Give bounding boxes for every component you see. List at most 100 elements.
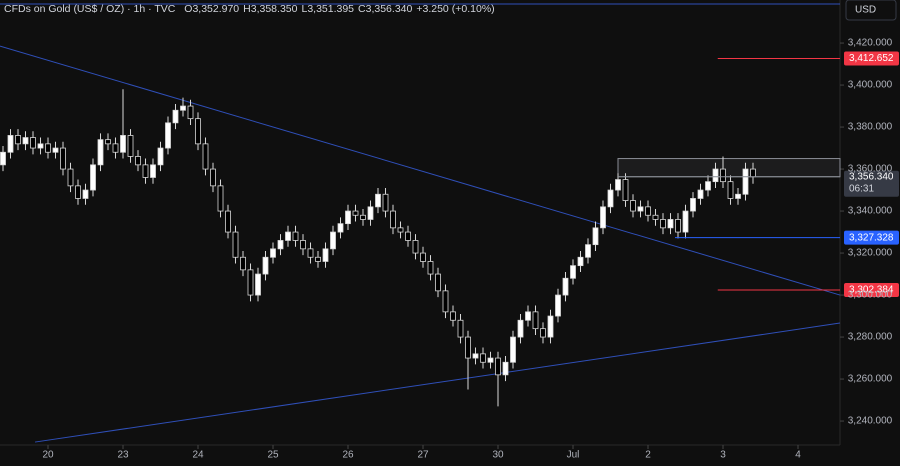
- candle-body: [292, 231, 299, 241]
- candle-body: [187, 105, 194, 120]
- trend-line: [0, 45, 841, 296]
- x-tick-label: 27: [417, 450, 429, 461]
- price-tag: [844, 51, 899, 66]
- symbol: CFDs on Gold (US$ / OZ) · 1h · TVC: [4, 3, 176, 15]
- candle-body: [622, 179, 629, 201]
- candle-body: [525, 311, 531, 321]
- candle-body: [195, 118, 201, 145]
- ohlc-name: L: [301, 3, 307, 15]
- candle-body: [712, 168, 719, 183]
- candle-body: [255, 273, 261, 296]
- candle-body: [660, 219, 666, 229]
- candle-body: [540, 328, 546, 338]
- candle-body: [705, 181, 711, 191]
- candle-body: [645, 206, 651, 216]
- ohlc-value: 3,352.970: [192, 3, 239, 15]
- price-tag-label: 3,412.652: [849, 53, 894, 64]
- candle-body: [300, 240, 306, 250]
- candle-body: [727, 181, 734, 199]
- price-tag: [844, 230, 899, 245]
- x-tick-label: 24: [192, 450, 204, 461]
- candle-body: [127, 135, 134, 157]
- candle-body: [285, 231, 291, 241]
- candle-body: [120, 135, 126, 153]
- candle-body: [382, 193, 389, 212]
- candle-body: [277, 240, 284, 250]
- x-tick-label: 30: [492, 450, 504, 461]
- candle-body: [405, 231, 411, 241]
- plot-area: [0, 3, 844, 449]
- header: CFDs on Gold (US$ / OZ) · 1h · TVC O3,35…: [4, 3, 495, 15]
- candle-body: [697, 189, 704, 199]
- candle-body: [172, 109, 179, 124]
- candle-body: [675, 219, 681, 233]
- y-tick-label: 3,420.000: [848, 38, 893, 49]
- candle-body: [562, 277, 569, 296]
- candle-body: [720, 168, 726, 183]
- candle-body: [75, 185, 81, 199]
- candle-body: [592, 227, 599, 246]
- candle-body: [22, 137, 29, 145]
- candle-body: [450, 311, 456, 321]
- x-tick-label: Jul: [567, 450, 580, 461]
- ohlc-name: C: [358, 3, 366, 15]
- candle-body: [375, 193, 381, 208]
- candle-body: [315, 256, 321, 262]
- candle-body: [742, 168, 749, 195]
- candle-body: [37, 143, 44, 149]
- price-tag: [844, 283, 899, 298]
- y-tick-label: 3,260.000: [848, 374, 893, 385]
- candle-body: [142, 164, 149, 178]
- candle-body: [495, 357, 501, 376]
- price-tag-label: 3,302.384: [849, 285, 894, 296]
- candle-body: [735, 193, 741, 199]
- candle-body: [270, 248, 276, 258]
- candle-body: [682, 210, 689, 233]
- candle-body: [487, 357, 494, 363]
- candle-body: [435, 273, 441, 292]
- candle-body: [570, 265, 576, 279]
- candle-body: [472, 353, 479, 359]
- candle-body: [600, 206, 606, 229]
- change-pct: (+0.10%): [452, 3, 495, 15]
- candle-body: [67, 168, 74, 187]
- candle-body: [577, 256, 584, 267]
- candle-body: [330, 231, 336, 250]
- candle-body: [630, 200, 636, 212]
- candle-body: [90, 164, 96, 191]
- candle-body: [750, 168, 756, 178]
- candle-body: [442, 290, 449, 313]
- candle-body: [30, 137, 36, 149]
- candle-body: [390, 210, 396, 229]
- candle-body: [180, 105, 186, 111]
- y-tick-label: 3,360.000: [848, 164, 893, 175]
- candle-body: [97, 139, 104, 166]
- candle-body: [225, 210, 231, 233]
- x-tick-label: 26: [342, 450, 354, 461]
- currency: USD: [855, 5, 876, 16]
- x-tick-label: 23: [117, 450, 129, 461]
- price-tag: [844, 170, 899, 197]
- candle-body: [607, 189, 614, 208]
- candle-body: [7, 135, 14, 153]
- candle-body: [307, 248, 314, 258]
- candle-body: [510, 336, 516, 363]
- candle-body: [502, 361, 509, 376]
- candle-body: [412, 240, 419, 254]
- y-tick-label: 3,340.000: [848, 206, 893, 217]
- candle-body: [217, 185, 224, 212]
- countdown: 06:31: [849, 183, 874, 194]
- candle-body: [352, 210, 359, 216]
- candle-body: [240, 256, 246, 271]
- currency-box[interactable]: [845, 0, 897, 21]
- candle-body: [150, 164, 156, 178]
- candle-body: [555, 294, 561, 317]
- x-tick-label: 4: [795, 450, 801, 461]
- candle-body: [0, 151, 6, 166]
- ohlc-value: 3,351.395: [307, 3, 354, 15]
- y-tick-label: 3,320.000: [848, 248, 893, 259]
- candle-body: [202, 143, 209, 170]
